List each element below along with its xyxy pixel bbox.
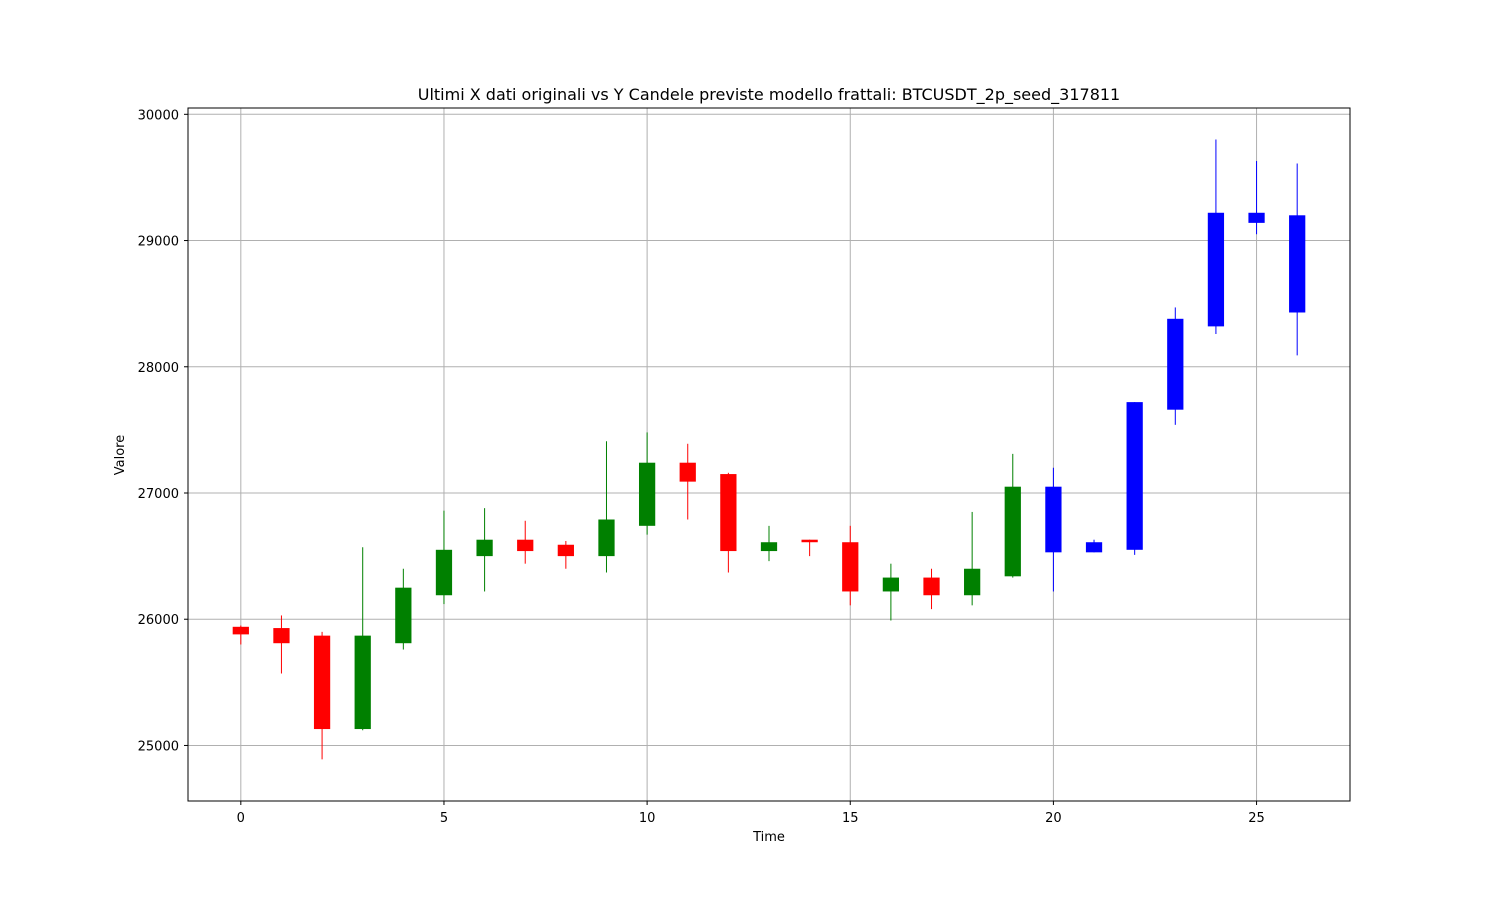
candle-body	[435, 549, 453, 596]
candle-body	[1207, 212, 1225, 327]
candle-body	[354, 635, 371, 730]
original-candle	[557, 540, 574, 569]
predicted-candle	[1126, 402, 1143, 555]
predicted-candle	[1289, 163, 1306, 356]
x-tick-label: 15	[842, 811, 859, 826]
original-candle	[232, 625, 249, 645]
original-candle	[720, 472, 737, 573]
original-candle	[1004, 453, 1021, 578]
original-candle	[923, 568, 940, 610]
x-tick-label: 0	[237, 811, 245, 826]
y-tick-label: 28000	[138, 361, 179, 376]
candle-body	[1167, 318, 1184, 410]
candles	[232, 139, 1306, 760]
y-axis-label: Valore	[113, 435, 128, 475]
candle-body	[1126, 402, 1143, 550]
y-tick-label: 30000	[138, 108, 179, 123]
candle-body	[313, 635, 331, 730]
y-axis-ticks: 25000 26000 27000 28000 29000 30000	[138, 108, 188, 754]
original-candle	[882, 563, 900, 621]
candle-body	[598, 519, 615, 557]
candle-body	[476, 539, 493, 557]
predicted-candle	[1207, 139, 1225, 334]
candle-body	[1085, 542, 1103, 553]
candle-body	[638, 462, 656, 526]
candle-body	[273, 628, 290, 644]
original-candle	[354, 547, 371, 731]
original-candle	[801, 539, 818, 557]
candle-body	[801, 539, 818, 543]
original-candle	[435, 510, 453, 605]
original-candle	[395, 568, 412, 650]
original-candle	[760, 525, 778, 562]
candle-body	[679, 462, 696, 482]
y-tick-label: 26000	[138, 613, 179, 628]
original-candle	[476, 508, 493, 592]
candle-body	[1004, 486, 1021, 577]
candle-body	[964, 568, 981, 596]
predicted-candle	[1167, 307, 1184, 425]
candle-body	[1289, 215, 1306, 313]
predicted-candle	[1248, 161, 1265, 235]
chart-title: Ultimi X dati originali vs Y Candele pre…	[418, 85, 1120, 105]
candle-body	[1045, 486, 1062, 553]
plot-frame	[187, 107, 1351, 802]
original-candle	[638, 432, 656, 535]
candle-body	[882, 577, 900, 592]
x-axis-ticks: 0 5 10 15 20 25	[237, 801, 1265, 826]
candle-body	[557, 544, 574, 557]
candle-body	[517, 539, 534, 552]
candle-body	[923, 577, 940, 596]
candle-body	[1248, 212, 1265, 223]
original-candle	[679, 443, 696, 520]
y-tick-label: 27000	[138, 487, 179, 502]
candle-body	[842, 542, 859, 592]
original-candle	[598, 441, 615, 573]
x-tick-label: 20	[1045, 811, 1062, 826]
candle-body	[760, 542, 778, 552]
predicted-candle	[1045, 467, 1062, 592]
original-candle	[842, 525, 859, 606]
original-candle	[964, 511, 981, 606]
original-candle	[273, 615, 290, 674]
x-axis-label: Time	[752, 830, 785, 845]
x-tick-label: 10	[639, 811, 656, 826]
x-tick-label: 5	[440, 811, 448, 826]
y-tick-label: 25000	[138, 739, 179, 754]
y-tick-label: 29000	[138, 235, 179, 250]
predicted-candle	[1085, 539, 1103, 553]
candle-body	[232, 626, 249, 635]
original-candle	[517, 520, 534, 564]
candle-body	[720, 474, 737, 552]
x-tick-label: 25	[1248, 811, 1265, 826]
original-candle	[313, 631, 331, 760]
candle-body	[395, 587, 412, 644]
